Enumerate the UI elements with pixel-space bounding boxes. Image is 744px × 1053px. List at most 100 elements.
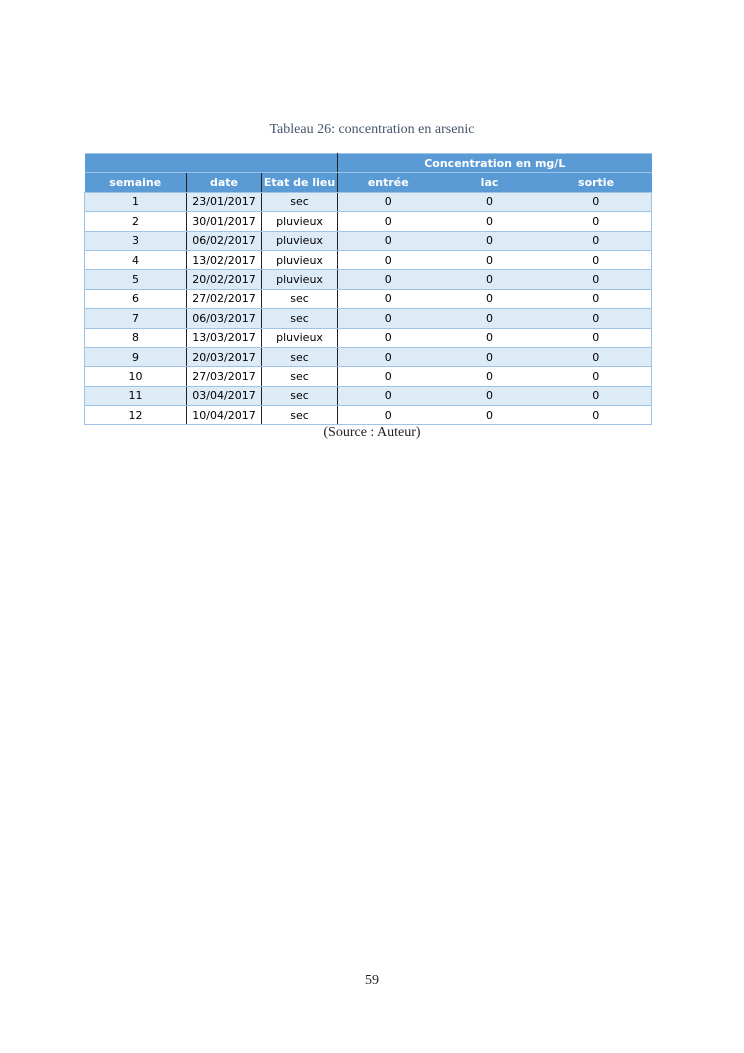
table-cell: 0 [337, 346, 439, 368]
table-cell: 0 [337, 211, 439, 232]
table-cell: 4 [84, 249, 187, 271]
column-header: semaine [84, 172, 187, 193]
table-row: 1 23/01/2017 sec 0 0 0 [84, 191, 653, 213]
table-cell: 20/02/2017 [186, 269, 262, 290]
table-cell: 0 [438, 366, 541, 387]
header-cell [84, 152, 339, 174]
table-cell: 0 [540, 308, 653, 329]
table-row: 11 03/04/2017 sec 0 0 0 [84, 385, 653, 407]
table-cell: pluvieux [261, 211, 339, 232]
table-cell: 0 [337, 269, 439, 290]
table-body: 1 23/01/2017 sec 0 0 0 2 30/01/2017 pluvieux 0 0 0 3… [84, 191, 653, 426]
column-header: entrée [337, 172, 439, 193]
table-cell: sec [261, 288, 339, 310]
table-cell: 12 [84, 405, 187, 426]
table-cell: 7 [84, 308, 187, 329]
table-row: 10 27/03/2017 sec 0 0 0 [84, 366, 653, 387]
table-row: 12 10/04/2017 sec 0 0 0 [84, 405, 653, 426]
table-cell: 10/04/2017 [186, 405, 262, 426]
table-cell: 0 [540, 191, 653, 213]
table-cell: 0 [438, 327, 541, 348]
table-cell: 27/02/2017 [186, 288, 262, 310]
table-cell: 1 [84, 191, 187, 213]
table-row: 7 06/03/2017 sec 0 0 0 [84, 308, 653, 329]
table-cell: 0 [540, 327, 653, 348]
table-row: 3 06/02/2017 pluvieux 0 0 0 [84, 230, 653, 251]
table-cell: 9 [84, 346, 187, 368]
table-cell: 0 [438, 249, 541, 271]
table-row: 9 20/03/2017 sec 0 0 0 [84, 346, 653, 368]
table-cell: 0 [540, 405, 653, 426]
table-cell: 23/01/2017 [186, 191, 262, 213]
table-cell: 0 [540, 230, 653, 251]
column-header: Etat de lieu [261, 172, 339, 193]
group-header-row: Concentration en mg/L [84, 152, 652, 174]
table-cell: pluvieux [261, 327, 339, 348]
table-cell: 0 [337, 308, 439, 329]
table-cell: 8 [84, 327, 187, 348]
table-cell: 13/03/2017 [186, 327, 262, 348]
table-cell: 0 [438, 308, 541, 329]
table-cell: 03/04/2017 [186, 385, 262, 407]
table-cell: 0 [438, 288, 541, 310]
table-cell: sec [261, 346, 339, 368]
table-cell: 0 [540, 211, 653, 232]
table-cell: 27/03/2017 [186, 366, 262, 387]
table-cell: sec [261, 308, 339, 329]
column-header: lac [438, 172, 541, 193]
table-cell: 0 [337, 230, 439, 251]
table-cell: 0 [540, 269, 653, 290]
table-cell: 3 [84, 230, 187, 251]
table-cell: 13/02/2017 [186, 249, 262, 271]
column-header: sortie [540, 172, 652, 193]
table-cell: pluvieux [261, 269, 339, 290]
table-cell: 2 [84, 211, 187, 232]
table-cell: 0 [438, 269, 541, 290]
table-cell: 0 [540, 288, 653, 310]
table-cell: 0 [337, 327, 439, 348]
table-cell: 0 [337, 405, 439, 426]
table-cell: 20/03/2017 [186, 346, 262, 368]
table-cell: 0 [438, 211, 541, 232]
data-table: Concentration en mg/L semaine date Etat de… [84, 152, 653, 426]
table-cell: pluvieux [261, 249, 339, 271]
table-cell: 0 [438, 385, 541, 407]
table-cell: 06/03/2017 [186, 308, 262, 329]
table-cell: 6 [84, 288, 187, 310]
table-cell: 06/02/2017 [186, 230, 262, 251]
group-header: Concentration en mg/L [337, 152, 652, 174]
table-cell: 0 [540, 346, 653, 368]
table-cell: 0 [337, 366, 439, 387]
table-cell: 0 [337, 191, 439, 213]
table-row: 8 13/03/2017 pluvieux 0 0 0 [84, 327, 653, 348]
table-cell: 0 [438, 405, 541, 426]
table-cell: 0 [337, 249, 439, 271]
table-cell: 10 [84, 366, 187, 387]
table-cell: sec [261, 385, 339, 407]
table-row: 5 20/02/2017 pluvieux 0 0 0 [84, 269, 653, 290]
table-row: 4 13/02/2017 pluvieux 0 0 0 [84, 249, 653, 271]
column-header: date [186, 172, 262, 193]
table-cell: sec [261, 405, 339, 426]
table-caption: Tableau 26: concentration en arsenic [269, 122, 475, 137]
table-cell: 0 [438, 346, 541, 368]
table-cell: 0 [337, 385, 439, 407]
table-cell: sec [261, 191, 339, 213]
table-cell: 0 [438, 191, 541, 213]
table-row: 6 27/02/2017 sec 0 0 0 [84, 288, 653, 310]
table-cell: 0 [540, 366, 653, 387]
page-number: 59 [365, 973, 379, 988]
table-cell: 0 [438, 230, 541, 251]
table-cell: 0 [540, 249, 653, 271]
table-cell: 5 [84, 269, 187, 290]
table-cell: pluvieux [261, 230, 339, 251]
source-note: (Source : Auteur) [323, 425, 421, 440]
table-cell: sec [261, 366, 339, 387]
table-row: 2 30/01/2017 pluvieux 0 0 0 [84, 211, 653, 232]
table-cell: 0 [540, 385, 653, 407]
table-cell: 11 [84, 385, 187, 407]
column-header-row: semaine date Etat de lieu entrée lac sortie [84, 172, 652, 193]
table-cell: 0 [337, 288, 439, 310]
table-cell: 30/01/2017 [186, 211, 262, 232]
